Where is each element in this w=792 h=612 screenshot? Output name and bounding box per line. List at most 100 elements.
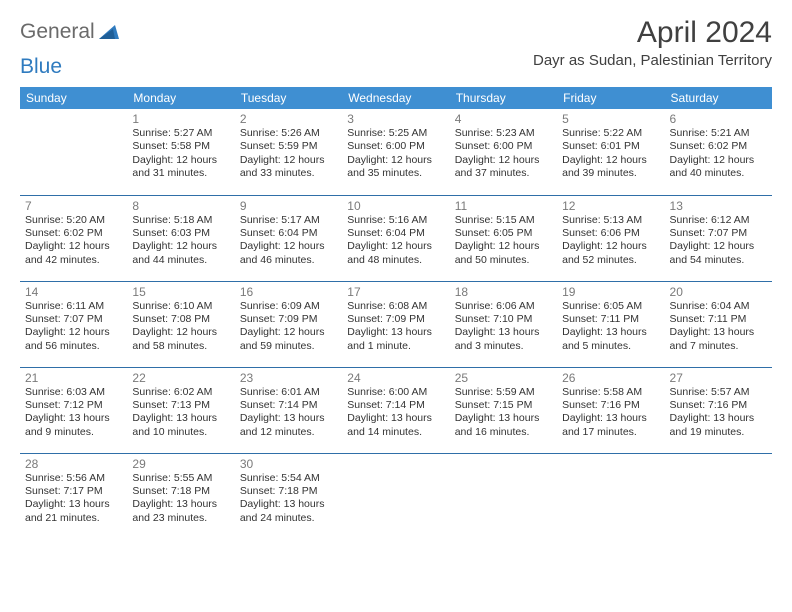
weekday-header: Sunday xyxy=(20,87,127,109)
day-info: Sunrise: 6:10 AMSunset: 7:08 PMDaylight:… xyxy=(132,300,229,354)
calendar-cell: 9Sunrise: 5:17 AMSunset: 6:04 PMDaylight… xyxy=(235,195,342,281)
day-info: Sunrise: 6:02 AMSunset: 7:13 PMDaylight:… xyxy=(132,386,229,440)
day-info: Sunrise: 6:06 AMSunset: 7:10 PMDaylight:… xyxy=(455,300,552,354)
calendar-table: Sunday Monday Tuesday Wednesday Thursday… xyxy=(20,87,772,539)
day-number: 25 xyxy=(455,371,552,385)
calendar-cell: 7Sunrise: 5:20 AMSunset: 6:02 PMDaylight… xyxy=(20,195,127,281)
day-info: Sunrise: 5:59 AMSunset: 7:15 PMDaylight:… xyxy=(455,386,552,440)
calendar-body: 1Sunrise: 5:27 AMSunset: 5:58 PMDaylight… xyxy=(20,109,772,539)
day-info: Sunrise: 5:55 AMSunset: 7:18 PMDaylight:… xyxy=(132,472,229,526)
calendar-cell: 30Sunrise: 5:54 AMSunset: 7:18 PMDayligh… xyxy=(235,453,342,539)
day-number: 21 xyxy=(25,371,122,385)
logo-text-1: General xyxy=(20,20,95,44)
month-title: April 2024 xyxy=(533,16,772,50)
location: Dayr as Sudan, Palestinian Territory xyxy=(533,52,772,69)
calendar-cell: 27Sunrise: 5:57 AMSunset: 7:16 PMDayligh… xyxy=(665,367,772,453)
day-number: 30 xyxy=(240,457,337,471)
day-number: 23 xyxy=(240,371,337,385)
day-number: 28 xyxy=(25,457,122,471)
calendar-cell: 22Sunrise: 6:02 AMSunset: 7:13 PMDayligh… xyxy=(127,367,234,453)
day-number: 18 xyxy=(455,285,552,299)
day-number: 6 xyxy=(670,112,767,126)
weekday-header: Tuesday xyxy=(235,87,342,109)
day-info: Sunrise: 5:17 AMSunset: 6:04 PMDaylight:… xyxy=(240,214,337,268)
calendar-cell: 3Sunrise: 5:25 AMSunset: 6:00 PMDaylight… xyxy=(342,109,449,195)
calendar-cell: 25Sunrise: 5:59 AMSunset: 7:15 PMDayligh… xyxy=(450,367,557,453)
day-number: 9 xyxy=(240,199,337,213)
day-info: Sunrise: 6:03 AMSunset: 7:12 PMDaylight:… xyxy=(25,386,122,440)
calendar-row: 1Sunrise: 5:27 AMSunset: 5:58 PMDaylight… xyxy=(20,109,772,195)
day-number: 14 xyxy=(25,285,122,299)
day-info: Sunrise: 6:12 AMSunset: 7:07 PMDaylight:… xyxy=(670,214,767,268)
calendar-cell: 17Sunrise: 6:08 AMSunset: 7:09 PMDayligh… xyxy=(342,281,449,367)
day-number: 27 xyxy=(670,371,767,385)
day-info: Sunrise: 6:04 AMSunset: 7:11 PMDaylight:… xyxy=(670,300,767,354)
day-number: 26 xyxy=(562,371,659,385)
calendar-cell: 16Sunrise: 6:09 AMSunset: 7:09 PMDayligh… xyxy=(235,281,342,367)
calendar-cell: 2Sunrise: 5:26 AMSunset: 5:59 PMDaylight… xyxy=(235,109,342,195)
calendar-cell: 8Sunrise: 5:18 AMSunset: 6:03 PMDaylight… xyxy=(127,195,234,281)
day-info: Sunrise: 5:20 AMSunset: 6:02 PMDaylight:… xyxy=(25,214,122,268)
calendar-cell: 12Sunrise: 5:13 AMSunset: 6:06 PMDayligh… xyxy=(557,195,664,281)
day-number: 1 xyxy=(132,112,229,126)
calendar-cell: 1Sunrise: 5:27 AMSunset: 5:58 PMDaylight… xyxy=(127,109,234,195)
weekday-header: Wednesday xyxy=(342,87,449,109)
day-number: 22 xyxy=(132,371,229,385)
day-info: Sunrise: 5:25 AMSunset: 6:00 PMDaylight:… xyxy=(347,127,444,181)
day-info: Sunrise: 5:21 AMSunset: 6:02 PMDaylight:… xyxy=(670,127,767,181)
calendar-cell: 14Sunrise: 6:11 AMSunset: 7:07 PMDayligh… xyxy=(20,281,127,367)
day-number: 24 xyxy=(347,371,444,385)
calendar-cell: 15Sunrise: 6:10 AMSunset: 7:08 PMDayligh… xyxy=(127,281,234,367)
day-info: Sunrise: 5:57 AMSunset: 7:16 PMDaylight:… xyxy=(670,386,767,440)
day-number: 2 xyxy=(240,112,337,126)
calendar-cell: 26Sunrise: 5:58 AMSunset: 7:16 PMDayligh… xyxy=(557,367,664,453)
day-number: 8 xyxy=(132,199,229,213)
calendar-row: 7Sunrise: 5:20 AMSunset: 6:02 PMDaylight… xyxy=(20,195,772,281)
day-info: Sunrise: 6:01 AMSunset: 7:14 PMDaylight:… xyxy=(240,386,337,440)
calendar-cell: 24Sunrise: 6:00 AMSunset: 7:14 PMDayligh… xyxy=(342,367,449,453)
day-info: Sunrise: 5:15 AMSunset: 6:05 PMDaylight:… xyxy=(455,214,552,268)
calendar-cell: 13Sunrise: 6:12 AMSunset: 7:07 PMDayligh… xyxy=(665,195,772,281)
calendar-cell: 5Sunrise: 5:22 AMSunset: 6:01 PMDaylight… xyxy=(557,109,664,195)
weekday-header: Saturday xyxy=(665,87,772,109)
weekday-header: Friday xyxy=(557,87,664,109)
calendar-cell: 6Sunrise: 5:21 AMSunset: 6:02 PMDaylight… xyxy=(665,109,772,195)
weekday-header: Monday xyxy=(127,87,234,109)
day-number: 13 xyxy=(670,199,767,213)
day-number: 16 xyxy=(240,285,337,299)
day-number: 10 xyxy=(347,199,444,213)
calendar-cell-empty xyxy=(665,453,772,539)
calendar-cell: 10Sunrise: 5:16 AMSunset: 6:04 PMDayligh… xyxy=(342,195,449,281)
calendar-cell: 11Sunrise: 5:15 AMSunset: 6:05 PMDayligh… xyxy=(450,195,557,281)
day-number: 3 xyxy=(347,112,444,126)
day-info: Sunrise: 6:09 AMSunset: 7:09 PMDaylight:… xyxy=(240,300,337,354)
logo: General xyxy=(20,20,121,44)
day-number: 29 xyxy=(132,457,229,471)
calendar-cell: 4Sunrise: 5:23 AMSunset: 6:00 PMDaylight… xyxy=(450,109,557,195)
day-info: Sunrise: 6:08 AMSunset: 7:09 PMDaylight:… xyxy=(347,300,444,354)
triangle-icon xyxy=(99,23,119,42)
calendar-cell: 23Sunrise: 6:01 AMSunset: 7:14 PMDayligh… xyxy=(235,367,342,453)
calendar-cell: 29Sunrise: 5:55 AMSunset: 7:18 PMDayligh… xyxy=(127,453,234,539)
day-info: Sunrise: 5:27 AMSunset: 5:58 PMDaylight:… xyxy=(132,127,229,181)
calendar-cell: 18Sunrise: 6:06 AMSunset: 7:10 PMDayligh… xyxy=(450,281,557,367)
calendar-cell: 21Sunrise: 6:03 AMSunset: 7:12 PMDayligh… xyxy=(20,367,127,453)
weekday-header-row: Sunday Monday Tuesday Wednesday Thursday… xyxy=(20,87,772,109)
day-info: Sunrise: 5:18 AMSunset: 6:03 PMDaylight:… xyxy=(132,214,229,268)
calendar-cell: 19Sunrise: 6:05 AMSunset: 7:11 PMDayligh… xyxy=(557,281,664,367)
calendar-row: 21Sunrise: 6:03 AMSunset: 7:12 PMDayligh… xyxy=(20,367,772,453)
day-number: 7 xyxy=(25,199,122,213)
calendar-row: 14Sunrise: 6:11 AMSunset: 7:07 PMDayligh… xyxy=(20,281,772,367)
day-number: 19 xyxy=(562,285,659,299)
calendar-cell-empty xyxy=(450,453,557,539)
day-number: 15 xyxy=(132,285,229,299)
day-info: Sunrise: 5:26 AMSunset: 5:59 PMDaylight:… xyxy=(240,127,337,181)
day-number: 17 xyxy=(347,285,444,299)
day-info: Sunrise: 5:23 AMSunset: 6:00 PMDaylight:… xyxy=(455,127,552,181)
calendar-cell: 20Sunrise: 6:04 AMSunset: 7:11 PMDayligh… xyxy=(665,281,772,367)
calendar-row: 28Sunrise: 5:56 AMSunset: 7:17 PMDayligh… xyxy=(20,453,772,539)
day-number: 20 xyxy=(670,285,767,299)
day-info: Sunrise: 5:56 AMSunset: 7:17 PMDaylight:… xyxy=(25,472,122,526)
day-info: Sunrise: 5:16 AMSunset: 6:04 PMDaylight:… xyxy=(347,214,444,268)
day-info: Sunrise: 6:05 AMSunset: 7:11 PMDaylight:… xyxy=(562,300,659,354)
